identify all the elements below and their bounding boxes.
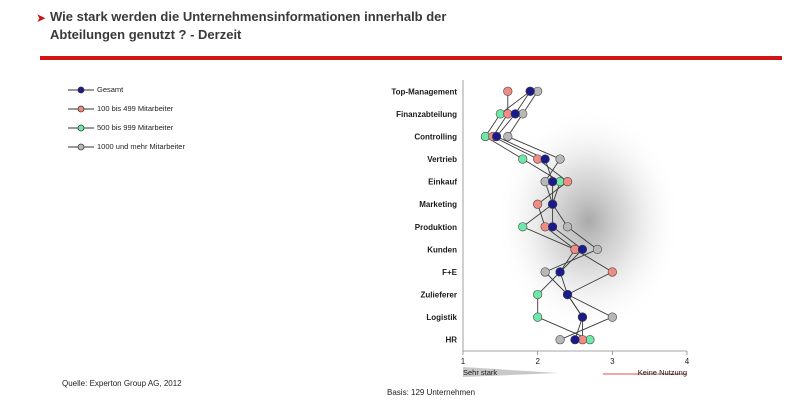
data-point-gesamt bbox=[548, 199, 558, 209]
legend-label-100: 100 bis 499 Mitarbeiter bbox=[97, 104, 174, 113]
legend-swatch-gesamt bbox=[68, 86, 94, 94]
legend-label-500: 500 bis 999 Mitarbeiter bbox=[97, 123, 174, 132]
category-label: Kunden bbox=[427, 245, 457, 254]
data-point-g100 bbox=[562, 177, 573, 187]
data-point-g100 bbox=[607, 267, 617, 277]
category-label: Einkauf bbox=[428, 178, 457, 187]
legend-swatch-100 bbox=[68, 105, 94, 113]
data-point-g500 bbox=[518, 222, 528, 232]
legend-item-1000: 1000 und mehr Mitarbeiter bbox=[68, 141, 228, 169]
title-line-1: Wie stark werden die Unternehmensinforma… bbox=[50, 9, 447, 24]
category-label: F+E bbox=[442, 268, 458, 277]
category-label: Top-Management bbox=[391, 87, 457, 96]
legend-item-gesamt: Gesamt bbox=[68, 84, 228, 102]
basis-note: Basis: 129 Unternehmen bbox=[387, 388, 476, 397]
plot-background bbox=[463, 80, 687, 351]
chart: Top-Management Finanzabteilung Controlling… bbox=[391, 80, 690, 377]
data-point-g1000 bbox=[555, 335, 565, 345]
data-point-gesamt bbox=[562, 289, 573, 300]
data-point-gesamt bbox=[570, 335, 580, 345]
data-point-gesamt bbox=[555, 267, 565, 277]
data-point-g1000 bbox=[592, 244, 602, 254]
data-point-gesamt bbox=[510, 109, 520, 119]
data-point-g100 bbox=[533, 199, 543, 209]
x-tick-label: 1 bbox=[461, 357, 466, 366]
data-point-g1000 bbox=[562, 222, 573, 232]
x-tick-label: 4 bbox=[685, 357, 690, 366]
data-point-gesamt bbox=[548, 177, 558, 187]
x-label-left: Sehr stark bbox=[463, 368, 497, 377]
data-point-gesamt bbox=[540, 154, 550, 164]
data-point-g500 bbox=[533, 289, 543, 300]
legend-label-1000: 1000 und mehr Mitarbeiter bbox=[97, 142, 185, 151]
strength-arrow bbox=[463, 367, 558, 377]
page-title: ➤ Wie stark werden die Unternehmensinfor… bbox=[36, 8, 770, 44]
legend-item-500: 500 bis 999 Mitarbeiter bbox=[68, 122, 228, 140]
legend-label-gesamt: Gesamt bbox=[97, 85, 124, 94]
data-point-g1000 bbox=[607, 312, 617, 322]
data-point-gesamt bbox=[577, 244, 588, 254]
legend-item-100: 100 bis 499 Mitarbeiter bbox=[68, 103, 228, 121]
title-line-2: Abteilungen genutzt ? - Derzeit bbox=[50, 27, 242, 42]
category-label: Finanzabteilung bbox=[396, 110, 457, 119]
data-point-gesamt bbox=[548, 222, 558, 232]
plot-area: Top-Management Finanzabteilung Controlling… bbox=[391, 80, 690, 377]
x-tick-label: 2 bbox=[535, 357, 540, 366]
title-divider bbox=[40, 56, 782, 60]
category-label: Zulieferer bbox=[421, 291, 457, 300]
category-label: Vertrieb bbox=[427, 155, 457, 164]
category-label: Logistik bbox=[426, 313, 457, 322]
data-point-g500 bbox=[533, 312, 543, 322]
category-label: Produktion bbox=[415, 223, 457, 232]
x-tick-label: 3 bbox=[610, 357, 615, 366]
data-point-gesamt bbox=[525, 86, 535, 96]
data-point-g1000 bbox=[555, 154, 565, 164]
title-arrow-icon: ➤ bbox=[36, 11, 47, 25]
legend: Gesamt 100 bis 499 Mitarbeiter 500 bis 9… bbox=[68, 84, 228, 170]
data-point-g1000 bbox=[540, 267, 550, 277]
data-point-g100 bbox=[503, 86, 513, 96]
category-label: HR bbox=[445, 336, 457, 345]
data-point-g1000 bbox=[503, 131, 513, 142]
data-point-g500 bbox=[518, 154, 528, 164]
source-note: Quelle: Experton Group AG, 2012 bbox=[62, 379, 182, 388]
x-label-right: Keine Nutzung bbox=[638, 368, 687, 377]
legend-swatch-1000 bbox=[68, 143, 94, 151]
data-point-gesamt bbox=[577, 312, 588, 322]
legend-swatch-500 bbox=[68, 124, 94, 132]
data-point-gesamt bbox=[492, 131, 502, 142]
category-label: Controlling bbox=[414, 132, 457, 141]
category-label: Marketing bbox=[419, 200, 457, 209]
